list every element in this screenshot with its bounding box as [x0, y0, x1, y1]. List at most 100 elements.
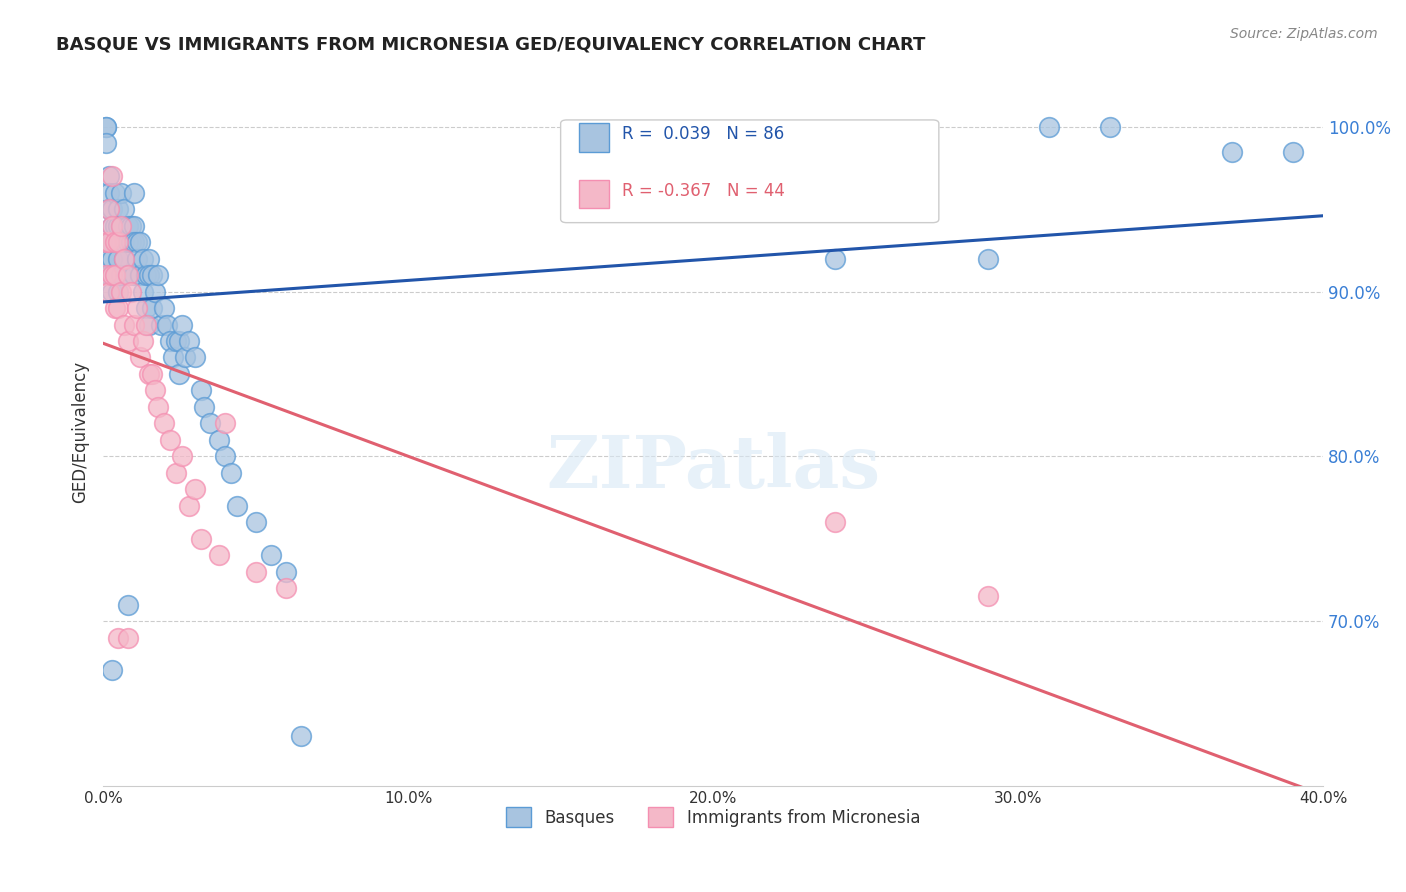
Point	[125, 301, 148, 315]
Point	[110, 219, 132, 233]
Point	[824, 252, 846, 266]
FancyBboxPatch shape	[561, 120, 939, 223]
Point	[208, 433, 231, 447]
Point	[96, 136, 118, 151]
Point	[169, 334, 191, 348]
Text: ZIPatlas: ZIPatlas	[546, 432, 880, 502]
Point	[101, 268, 124, 282]
Point	[153, 417, 176, 431]
Point	[219, 466, 242, 480]
Point	[138, 268, 160, 282]
Point	[165, 334, 187, 348]
Point	[276, 565, 298, 579]
Point	[101, 285, 124, 299]
Point	[101, 202, 124, 217]
Point	[276, 581, 298, 595]
Point	[174, 351, 197, 365]
Point	[107, 631, 129, 645]
Point	[1038, 120, 1060, 134]
Point	[165, 466, 187, 480]
Point	[193, 400, 215, 414]
Point	[159, 433, 181, 447]
Point	[122, 235, 145, 249]
Point	[101, 169, 124, 184]
Point	[96, 120, 118, 134]
Point	[132, 334, 155, 348]
Point	[190, 384, 212, 398]
Point	[110, 186, 132, 200]
Point	[107, 252, 129, 266]
Point	[260, 548, 283, 562]
Point	[143, 285, 166, 299]
Point	[245, 515, 267, 529]
Point	[162, 351, 184, 365]
Point	[110, 219, 132, 233]
Point	[107, 202, 129, 217]
Point	[138, 252, 160, 266]
Point	[122, 318, 145, 332]
Point	[117, 631, 139, 645]
Point	[120, 285, 142, 299]
Point	[150, 318, 173, 332]
Point	[114, 202, 136, 217]
Text: R =  0.039   N = 86: R = 0.039 N = 86	[621, 125, 785, 143]
Point	[169, 367, 191, 381]
Point	[226, 499, 249, 513]
Point	[198, 417, 221, 431]
Point	[1098, 120, 1121, 134]
Point	[117, 268, 139, 282]
Point	[104, 301, 127, 315]
Point	[132, 252, 155, 266]
Point	[104, 268, 127, 282]
Point	[146, 400, 169, 414]
Point	[183, 351, 205, 365]
Point	[101, 219, 124, 233]
Point	[143, 384, 166, 398]
Point	[172, 450, 194, 464]
Point	[117, 268, 139, 282]
Point	[98, 202, 121, 217]
Text: BASQUE VS IMMIGRANTS FROM MICRONESIA GED/EQUIVALENCY CORRELATION CHART: BASQUE VS IMMIGRANTS FROM MICRONESIA GED…	[56, 36, 925, 54]
Point	[245, 565, 267, 579]
Point	[98, 268, 121, 282]
Point	[172, 318, 194, 332]
Point	[146, 268, 169, 282]
Point	[128, 268, 150, 282]
Point	[141, 301, 163, 315]
Point	[107, 235, 129, 249]
Point	[104, 186, 127, 200]
Point	[183, 483, 205, 497]
Point	[101, 235, 124, 249]
Point	[114, 235, 136, 249]
Point	[132, 285, 155, 299]
Point	[96, 235, 118, 249]
Point	[104, 219, 127, 233]
Point	[114, 318, 136, 332]
Point	[135, 301, 157, 315]
Point	[1281, 145, 1303, 159]
Point	[138, 367, 160, 381]
Point	[1220, 145, 1243, 159]
Point	[96, 268, 118, 282]
Point	[159, 334, 181, 348]
Point	[107, 235, 129, 249]
Point	[98, 169, 121, 184]
Point	[101, 664, 124, 678]
Legend: Basques, Immigrants from Micronesia: Basques, Immigrants from Micronesia	[499, 800, 927, 834]
Text: Source: ZipAtlas.com: Source: ZipAtlas.com	[1230, 27, 1378, 41]
Bar	[579, 180, 609, 209]
Point	[101, 219, 124, 233]
Point	[125, 252, 148, 266]
Point	[98, 202, 121, 217]
Point	[976, 252, 998, 266]
Point	[128, 235, 150, 249]
Point	[107, 219, 129, 233]
Bar	[579, 123, 609, 152]
Point	[114, 252, 136, 266]
Point	[117, 334, 139, 348]
Point	[214, 450, 236, 464]
Point	[98, 252, 121, 266]
Point	[101, 268, 124, 282]
Point	[290, 730, 312, 744]
Point	[117, 219, 139, 233]
